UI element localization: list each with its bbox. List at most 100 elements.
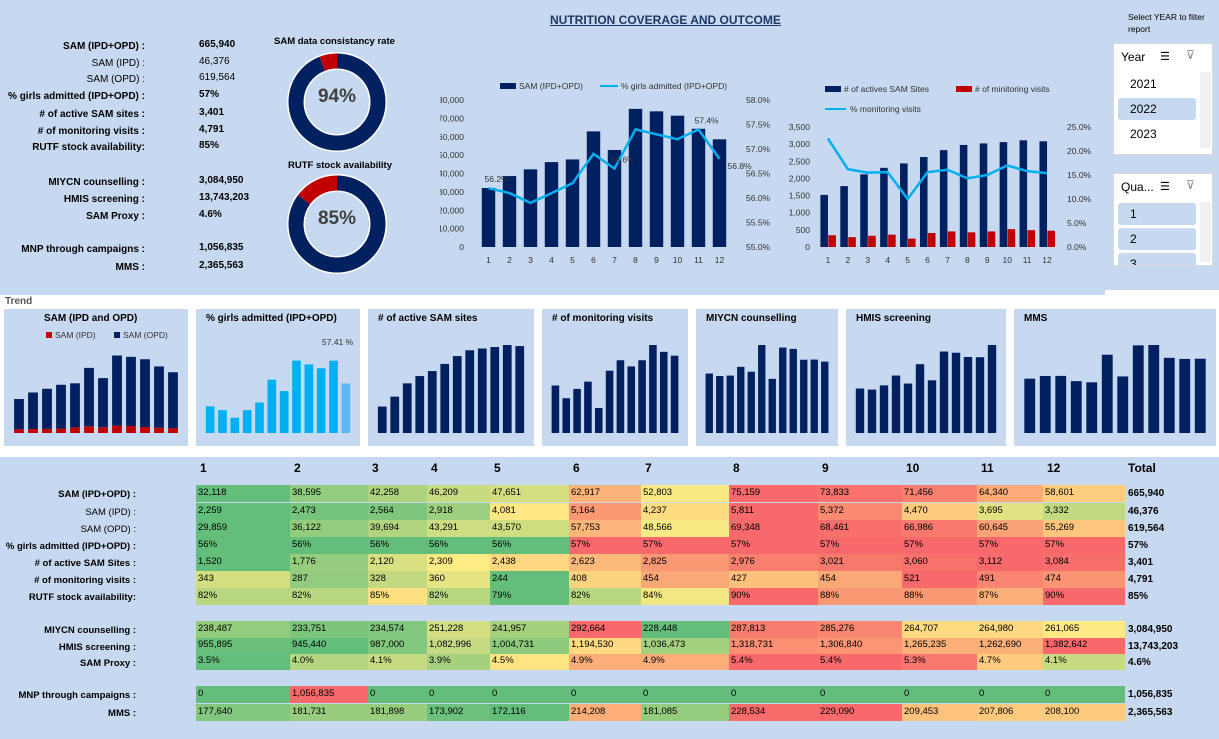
table-cell: 4.5% bbox=[490, 654, 569, 670]
bar-sites bbox=[860, 174, 868, 247]
bar-sites bbox=[939, 150, 948, 247]
trend-bar bbox=[939, 351, 949, 433]
table-row-total: 619,564 bbox=[1128, 523, 1165, 534]
trend-bar bbox=[737, 366, 745, 433]
table-cell: 955,895 bbox=[196, 638, 290, 654]
bar-sam bbox=[481, 187, 496, 247]
table-cell: 287,813 bbox=[729, 621, 818, 638]
trend-bar bbox=[659, 351, 668, 433]
kpi-label: # of active SAM sites : bbox=[39, 109, 145, 120]
y-tick-label: 30,000 bbox=[440, 187, 464, 197]
y2-tick-label: 58.0% bbox=[746, 95, 771, 105]
table-cell: 0 bbox=[569, 686, 641, 703]
table-cell: 2,473 bbox=[290, 503, 368, 520]
bar-sam bbox=[523, 169, 538, 247]
trend-chart-panel: SAM (IPD and OPD) SAM (IPD) SAM (OPD) bbox=[4, 309, 188, 446]
x-tick-label: 8 bbox=[965, 255, 970, 265]
bar-visits bbox=[967, 232, 976, 247]
trend-bar bbox=[218, 410, 227, 433]
table-cell: 4.1% bbox=[1043, 654, 1125, 670]
trend-chart-svg: 57.41 % bbox=[205, 337, 354, 433]
quarter-slicer-scrollbar[interactable] bbox=[1200, 202, 1211, 262]
table-cell: 474 bbox=[1043, 571, 1125, 588]
year-slicer[interactable]: Year ☰ ⊽ 2021 2022 2023 bbox=[1113, 43, 1213, 155]
table-row-total: 4,791 bbox=[1128, 574, 1154, 585]
table-row-total: 665,940 bbox=[1128, 488, 1165, 499]
table-cell: 56% bbox=[490, 537, 569, 554]
table-cell: 68,461 bbox=[818, 520, 902, 537]
table-row-total: 46,376 bbox=[1128, 506, 1159, 517]
table-cell: 1,194,530 bbox=[569, 638, 641, 654]
quarter-item-1[interactable]: 1 bbox=[1118, 203, 1196, 225]
legend-label-pct: % monitoring visits bbox=[850, 104, 921, 114]
clear-filter-icon[interactable]: ⊽ bbox=[1186, 178, 1195, 192]
trend-bar bbox=[515, 346, 525, 433]
table-cell: 1,306,840 bbox=[818, 638, 902, 654]
quarter-item-2[interactable]: 2 bbox=[1118, 228, 1196, 250]
table-cell: 427 bbox=[729, 571, 818, 588]
kpi-value: 4,791 bbox=[199, 124, 225, 135]
year-item-2021[interactable]: 2021 bbox=[1130, 77, 1157, 91]
table-row-total: 85% bbox=[1128, 591, 1149, 602]
x-tick-label: 3 bbox=[865, 255, 870, 265]
trend-chart-svg bbox=[1024, 345, 1206, 433]
trend-bar bbox=[594, 408, 603, 433]
trend-bar bbox=[605, 370, 614, 433]
line-data-label: 57.4% bbox=[695, 115, 720, 125]
bar-visits bbox=[848, 237, 856, 247]
x-tick-label: 12 bbox=[715, 255, 725, 265]
table-cell: 1,265,235 bbox=[902, 638, 977, 654]
x-tick-label: 3 bbox=[528, 255, 533, 265]
table-row-label: SAM (OPD) : bbox=[80, 524, 136, 535]
bar-sites bbox=[840, 186, 848, 247]
table-cell: 5,372 bbox=[818, 503, 902, 520]
multi-select-icon[interactable]: ☰ bbox=[1160, 51, 1170, 63]
multi-select-icon[interactable]: ☰ bbox=[1160, 181, 1170, 193]
year-item-2023[interactable]: 2023 bbox=[1130, 127, 1157, 141]
trend-label: Trend bbox=[5, 296, 33, 307]
kpi-label: RUTF stock availability: bbox=[32, 142, 145, 153]
kpi-label: SAM (OPD) : bbox=[86, 74, 145, 85]
trend-bar bbox=[951, 352, 961, 433]
x-tick-label: 1 bbox=[826, 255, 831, 265]
trend-bar bbox=[1055, 375, 1067, 433]
table-cell: 1,262,690 bbox=[977, 638, 1043, 654]
trend-chart-panel: MIYCN counselling bbox=[696, 309, 838, 446]
legend-swatch-visits bbox=[956, 86, 972, 92]
clear-filter-icon[interactable]: ⊽ bbox=[1186, 48, 1195, 62]
table-cell: 88% bbox=[902, 588, 977, 605]
bar-visits bbox=[888, 234, 896, 247]
table-row-label: SAM Proxy : bbox=[80, 658, 136, 669]
trend-bar-opd bbox=[98, 378, 108, 428]
table-cell: 3.5% bbox=[196, 654, 290, 670]
kpi-value: 46,376 bbox=[199, 56, 230, 67]
bar-sam bbox=[586, 131, 601, 247]
table-cell: 2,120 bbox=[368, 554, 427, 571]
trend-bar bbox=[726, 375, 734, 433]
table-cell: 177,640 bbox=[196, 704, 290, 721]
table-column-header: 9 bbox=[822, 461, 829, 475]
trend-bar bbox=[292, 360, 301, 433]
trend-bar bbox=[427, 371, 437, 433]
quarter-slicer[interactable]: Qua... ☰ ⊽ 1 2 3 bbox=[1113, 173, 1213, 266]
trend-bar bbox=[821, 361, 829, 433]
y-tick-label: 60,000 bbox=[440, 132, 464, 142]
trend-bar bbox=[1039, 376, 1051, 433]
table-cell: 56% bbox=[427, 537, 490, 554]
table-cell: 229,090 bbox=[818, 704, 902, 721]
trend-bar bbox=[963, 356, 973, 433]
table-cell: 264,707 bbox=[902, 621, 977, 638]
quarter-item-3[interactable]: 3 bbox=[1118, 253, 1196, 265]
x-tick-label: 12 bbox=[1042, 255, 1052, 265]
table-row-total: 2,365,563 bbox=[1128, 707, 1173, 718]
trend-bar-opd bbox=[14, 399, 24, 430]
year-item-2022[interactable]: 2022 bbox=[1118, 98, 1196, 120]
trend-bar bbox=[242, 410, 252, 433]
legend-label-sam: SAM (IPD+OPD) bbox=[519, 81, 583, 91]
trend-bar-ipd bbox=[126, 426, 136, 433]
year-slicer-scrollbar[interactable] bbox=[1200, 72, 1211, 148]
bar-sites bbox=[979, 143, 988, 247]
table-cell: 360 bbox=[427, 571, 490, 588]
trend-bar bbox=[316, 368, 326, 433]
trend-bar bbox=[975, 357, 985, 433]
